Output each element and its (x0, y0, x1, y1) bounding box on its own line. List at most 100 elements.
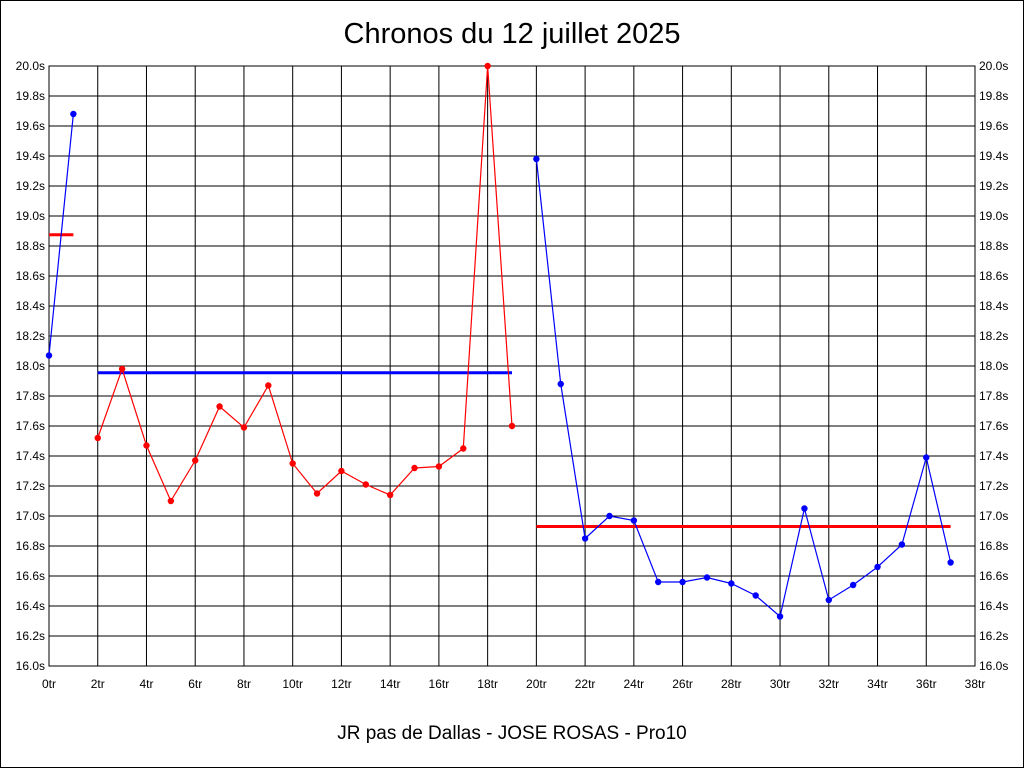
series-line (535, 158, 952, 618)
data-point (484, 62, 491, 70)
x-tick-label: 6tr (188, 677, 202, 691)
data-point (118, 365, 126, 373)
data-point (94, 434, 101, 442)
x-tick-label: 28tr (721, 677, 742, 691)
x-tick-label: 22tr (575, 677, 596, 691)
data-point (313, 490, 321, 497)
y-tick-label-left: 16.4s (16, 599, 45, 613)
y-tick-label-right: 18.2s (979, 329, 1008, 343)
y-tick-label-right: 17.0s (979, 509, 1008, 523)
series-line (97, 65, 513, 503)
data-point (874, 563, 881, 571)
y-tick-label-left: 18.4s (16, 299, 45, 313)
y-tick-label-right: 16.2s (979, 629, 1008, 643)
chart-title: Chronos du 12 juillet 2025 (343, 18, 681, 50)
data-point (240, 424, 248, 431)
data-point (143, 442, 150, 449)
y-tick-label-right: 17.8s (979, 389, 1008, 403)
y-tick-label-right: 19.2s (979, 179, 1008, 193)
data-point (849, 581, 857, 589)
y-tick-label-right: 17.6s (979, 419, 1008, 433)
data-point (801, 505, 808, 512)
x-tick-label: 30tr (770, 677, 791, 691)
y-tick-label-left: 18.0s (16, 359, 45, 373)
x-tick-label: 36tr (916, 677, 937, 691)
chart-subtitle: JR pas de Dallas - JOSE ROSAS - Pro10 (337, 723, 687, 744)
y-tick-label-right: 19.6s (979, 119, 1008, 133)
data-point (728, 580, 735, 587)
data-point (655, 578, 662, 586)
y-tick-label-left: 20.0s (16, 59, 45, 73)
x-tick-label: 26tr (672, 677, 693, 691)
y-tick-label-right: 20.0s (979, 59, 1008, 73)
series-line (48, 113, 74, 356)
data-point (606, 512, 613, 520)
data-point (825, 596, 832, 604)
y-tick-label-left: 19.6s (16, 119, 45, 133)
y-tick-label-right: 18.4s (979, 299, 1008, 313)
y-tick-label-right: 19.0s (979, 209, 1008, 223)
x-tick-label: 34tr (867, 677, 888, 691)
x-tick-label: 24tr (623, 677, 644, 691)
x-tick-label: 14tr (380, 677, 401, 691)
data-point (898, 541, 906, 548)
y-tick-label-left: 19.8s (16, 89, 45, 103)
y-tick-label-left: 18.2s (16, 329, 45, 343)
y-tick-label-right: 16.8s (979, 539, 1008, 553)
y-tick-label-right: 16.4s (979, 599, 1008, 613)
data-point (167, 497, 175, 505)
y-tick-label-right: 18.0s (979, 359, 1008, 373)
y-tick-label-left: 17.2s (16, 479, 45, 493)
data-point (703, 574, 711, 581)
data-point (557, 380, 564, 388)
y-tick-label-left: 18.8s (16, 239, 45, 253)
x-tick-label: 20tr (526, 677, 547, 691)
data-point (460, 445, 467, 452)
y-tick-label-right: 18.8s (979, 239, 1008, 253)
y-tick-label-left: 19.0s (16, 209, 45, 223)
x-tick-label: 32tr (818, 677, 839, 691)
y-tick-label-left: 16.8s (16, 539, 45, 553)
data-point (216, 403, 223, 410)
x-tick-label: 4tr (139, 677, 153, 691)
data-point (362, 481, 369, 488)
data-point (947, 559, 954, 566)
data-point (752, 592, 759, 599)
y-tick-label-right: 19.8s (979, 89, 1008, 103)
y-tick-label-left: 18.6s (16, 269, 45, 283)
y-tick-label-left: 16.0s (16, 659, 45, 673)
y-tick-label-left: 17.0s (16, 509, 45, 523)
y-tick-label-left: 16.6s (16, 569, 45, 583)
x-tick-label: 38tr (965, 677, 986, 691)
x-tick-label: 16tr (429, 677, 450, 691)
y-tick-label-right: 19.4s (979, 149, 1008, 163)
y-tick-label-left: 19.2s (16, 179, 45, 193)
data-point (70, 110, 77, 118)
plot-border (48, 65, 976, 667)
data-point (338, 467, 345, 475)
data-point (45, 352, 53, 359)
data-point (923, 454, 930, 461)
data-point (776, 613, 784, 620)
data-point (411, 464, 418, 472)
data-point (508, 422, 516, 430)
x-tick-label: 2tr (91, 677, 105, 691)
y-tick-label-left: 16.2s (16, 629, 45, 643)
data-point (435, 463, 443, 470)
data-point (533, 155, 540, 163)
data-point (581, 535, 589, 542)
data-point (630, 517, 638, 524)
y-tick-label-right: 17.2s (979, 479, 1008, 493)
y-tick-label-right: 16.6s (979, 569, 1008, 583)
y-tick-label-left: 19.4s (16, 149, 45, 163)
x-tick-label: 12tr (331, 677, 352, 691)
y-tick-label-left: 17.6s (16, 419, 45, 433)
data-point (289, 460, 296, 467)
data-point (192, 457, 199, 464)
y-tick-label-right: 16.0s (979, 659, 1008, 673)
y-tick-label-right: 17.4s (979, 449, 1008, 463)
y-tick-label-left: 17.8s (16, 389, 45, 403)
y-tick-label-right: 18.6s (979, 269, 1008, 283)
x-tick-label: 0tr (42, 677, 56, 691)
